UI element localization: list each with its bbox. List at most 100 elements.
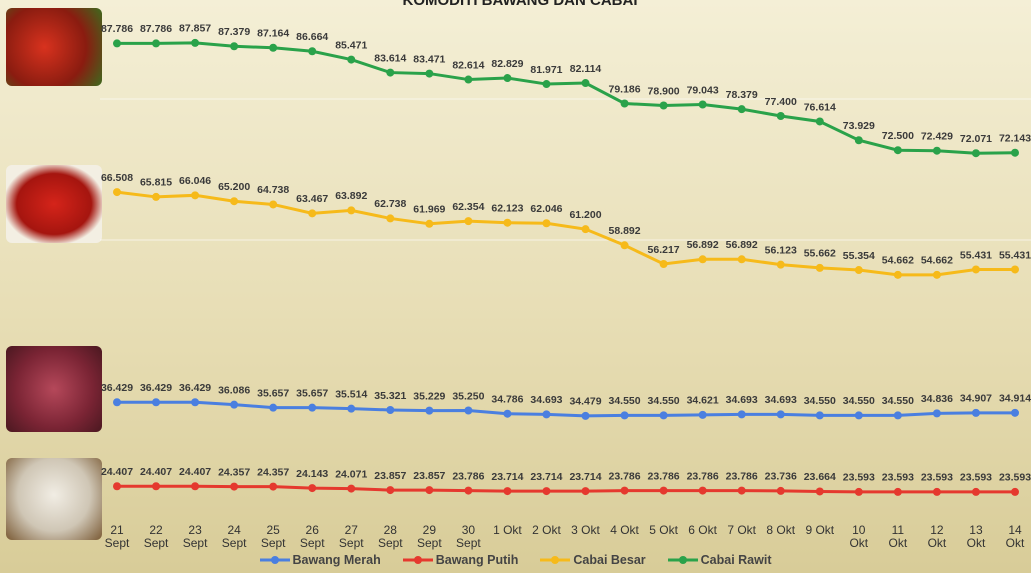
data-point bbox=[932, 270, 941, 279]
data-point bbox=[698, 100, 707, 109]
data-point bbox=[347, 55, 356, 64]
data-point bbox=[308, 47, 317, 56]
data-point bbox=[737, 410, 746, 419]
x-tick-label: 21 Sept bbox=[104, 523, 130, 550]
data-label: 78.900 bbox=[648, 85, 680, 97]
data-label: 24.143 bbox=[296, 468, 328, 480]
x-tick-label: 3 Okt bbox=[571, 523, 600, 537]
data-label: 23.593 bbox=[921, 472, 953, 484]
data-point bbox=[698, 255, 707, 264]
data-label: 72.429 bbox=[921, 130, 953, 142]
series-line bbox=[116, 190, 1015, 277]
data-point bbox=[425, 219, 434, 228]
data-label: 23.786 bbox=[687, 470, 719, 482]
data-point bbox=[269, 200, 278, 209]
data-label: 23.593 bbox=[882, 472, 914, 484]
data-label: 24.357 bbox=[218, 466, 250, 478]
legend-item: Bawang Putih bbox=[402, 553, 519, 567]
x-tick-label: 27 Sept bbox=[338, 523, 364, 550]
data-point bbox=[464, 217, 473, 226]
data-point bbox=[620, 99, 629, 108]
data-point bbox=[152, 482, 161, 491]
data-label: 66.046 bbox=[179, 175, 211, 187]
data-label: 34.550 bbox=[882, 395, 914, 407]
x-tick-label: 26 Sept bbox=[299, 523, 325, 550]
data-point bbox=[386, 486, 395, 495]
data-label: 23.714 bbox=[569, 471, 601, 483]
data-point bbox=[815, 263, 824, 272]
data-label: 82.114 bbox=[570, 63, 602, 75]
data-point bbox=[308, 209, 317, 218]
data-point bbox=[776, 410, 785, 419]
data-point bbox=[854, 266, 863, 275]
data-point bbox=[776, 260, 785, 269]
x-tick-label: 29 Sept bbox=[417, 523, 442, 550]
data-label: 56.892 bbox=[726, 239, 758, 251]
data-label: 55.431 bbox=[999, 249, 1031, 261]
data-point bbox=[425, 406, 434, 415]
legend-swatch bbox=[259, 556, 290, 564]
x-tick-label: 1 Okt bbox=[493, 523, 522, 537]
data-point bbox=[269, 482, 278, 491]
x-tick-label: 30 Sept bbox=[456, 523, 481, 550]
data-point bbox=[854, 487, 863, 496]
data-point bbox=[620, 241, 629, 250]
legend-label: Bawang Putih bbox=[435, 553, 519, 567]
data-label: 79.043 bbox=[687, 84, 719, 96]
chili-rawit-image bbox=[6, 8, 102, 86]
data-point bbox=[854, 136, 863, 145]
data-label: 65.200 bbox=[218, 181, 250, 193]
data-point bbox=[932, 146, 941, 155]
legend-marker bbox=[413, 556, 422, 564]
data-label: 79.186 bbox=[609, 83, 641, 95]
data-point bbox=[659, 101, 668, 110]
data-point bbox=[698, 486, 707, 495]
data-point bbox=[971, 487, 980, 496]
data-point bbox=[698, 410, 707, 419]
data-point bbox=[152, 192, 161, 201]
data-label: 34.693 bbox=[726, 394, 758, 406]
data-label: 23.857 bbox=[374, 470, 406, 482]
data-point bbox=[347, 484, 356, 493]
data-label: 55.431 bbox=[960, 249, 992, 261]
data-label: 23.786 bbox=[452, 470, 484, 482]
data-label: 56.123 bbox=[765, 244, 797, 256]
data-label: 81.971 bbox=[530, 64, 562, 76]
x-tick-label: 11 Okt bbox=[888, 523, 908, 550]
data-point bbox=[893, 146, 902, 155]
data-label: 34.907 bbox=[960, 393, 992, 405]
data-point bbox=[659, 486, 668, 495]
data-label: 85.471 bbox=[335, 39, 367, 51]
data-point bbox=[113, 398, 121, 407]
data-point bbox=[503, 487, 512, 496]
data-label: 58.892 bbox=[609, 225, 641, 237]
garlic-image bbox=[6, 458, 102, 540]
data-point bbox=[1011, 265, 1019, 274]
data-label: 72.143 bbox=[999, 132, 1031, 144]
data-label: 23.786 bbox=[609, 470, 641, 482]
data-point bbox=[1011, 148, 1019, 157]
data-label: 62.046 bbox=[530, 203, 562, 215]
x-tick-label: 12 Okt bbox=[927, 523, 947, 550]
data-point bbox=[659, 411, 668, 420]
data-label: 23.714 bbox=[530, 471, 562, 483]
data-point bbox=[308, 484, 317, 493]
x-tick-label: 2 Okt bbox=[532, 523, 561, 537]
legend-item: Bawang Merah bbox=[259, 553, 381, 567]
data-label: 87.164 bbox=[257, 28, 289, 40]
data-label: 34.786 bbox=[491, 394, 523, 406]
data-label: 62.123 bbox=[491, 203, 523, 215]
data-point bbox=[425, 486, 434, 495]
data-point bbox=[464, 406, 473, 415]
data-point bbox=[581, 225, 590, 234]
series-line bbox=[117, 400, 1016, 418]
data-label: 35.229 bbox=[413, 390, 445, 402]
x-tick-label: 7 Okt bbox=[727, 523, 757, 537]
data-point bbox=[386, 68, 395, 77]
data-label: 63.467 bbox=[296, 193, 328, 205]
data-point bbox=[503, 74, 512, 83]
data-point bbox=[113, 39, 121, 48]
data-point bbox=[581, 487, 590, 496]
legend-label: Cabai Besar bbox=[573, 553, 646, 567]
